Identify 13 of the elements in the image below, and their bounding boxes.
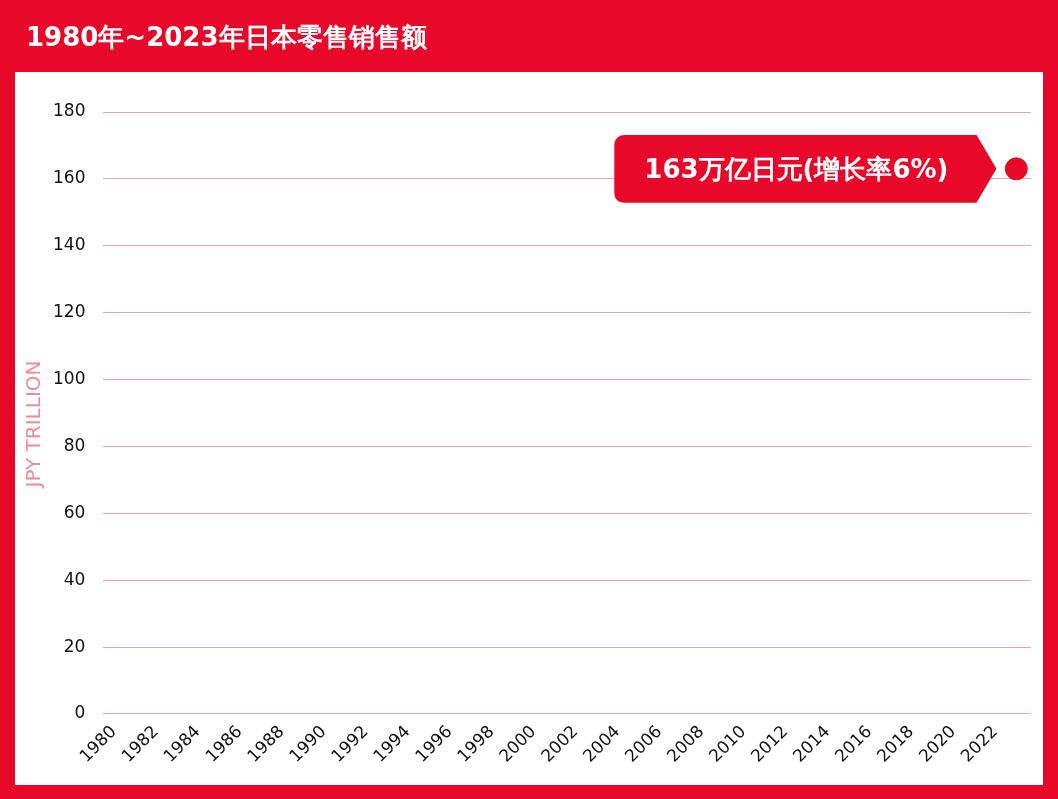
y-tick-label: 40 — [63, 568, 86, 589]
y-axis-title: JPY TRILLION — [21, 359, 45, 491]
y-tick-label: 100 — [52, 367, 86, 388]
y-tick-label: 20 — [63, 635, 86, 656]
y-tick-label: 0 — [74, 702, 86, 723]
y-tick-label: 120 — [52, 301, 86, 322]
y-tick-label: 180 — [52, 100, 86, 121]
y-tick-label: 60 — [63, 501, 86, 522]
y-tick-label: 160 — [52, 167, 86, 188]
chart-title: 1980年~2023年日本零售销售额 — [26, 21, 427, 54]
y-tick-label: 80 — [63, 434, 86, 455]
y-tick-label: 140 — [52, 234, 86, 255]
annotation: 163万亿日元(增长率6%) — [614, 134, 997, 203]
